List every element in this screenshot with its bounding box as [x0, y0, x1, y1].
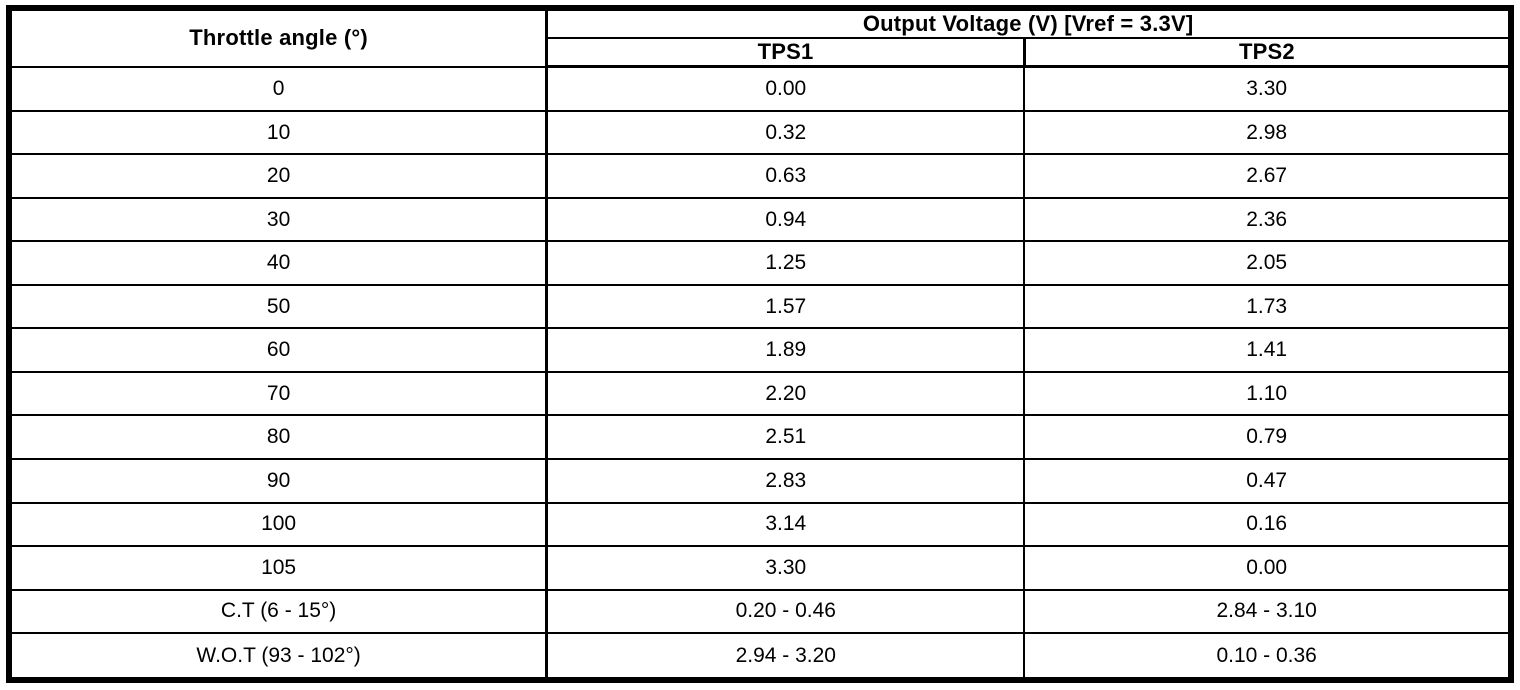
output-voltage-header: Output Voltage (V) [Vref = 3.3V]: [545, 7, 1513, 39]
header-row-1: Throttle angle (°) Output Voltage (V) [V…: [8, 7, 1513, 68]
throttle-angle-cell: 20: [8, 153, 549, 199]
throttle-angle-cell: W.O.T (93 - 102°): [8, 632, 549, 681]
table-row-wide-open-throttle: W.O.T (93 - 102°) 2.94 - 3.20 0.10 - 0.3…: [8, 632, 1512, 681]
table-row-closed-throttle: C.T (6 - 15°) 0.20 - 0.46 2.84 - 3.10: [8, 588, 1512, 635]
table-row: 40 1.25 2.05: [8, 240, 1512, 286]
tps1-cell: 3.14: [545, 501, 1026, 548]
tps1-cell: 0.63: [545, 153, 1026, 199]
throttle-angle-cell: 50: [8, 283, 549, 330]
table-row: 100 3.14 0.16: [8, 501, 1512, 548]
table-row: 20 0.63 2.67: [8, 153, 1512, 199]
tps-voltage-table: Throttle angle (°) Output Voltage (V) [V…: [6, 5, 1514, 683]
tps1-cell: 2.94 - 3.20: [545, 632, 1026, 681]
throttle-angle-cell: 100: [8, 501, 549, 548]
tps1-cell: 1.57: [545, 283, 1026, 330]
tps1-cell: 0.94: [545, 196, 1026, 243]
tps1-header: TPS1: [545, 37, 1026, 68]
tps1-cell: 0.00: [545, 65, 1026, 112]
table-row: 60 1.89 1.41: [8, 327, 1512, 373]
tps1-cell: 3.30: [545, 545, 1026, 591]
tps1-cell: 2.83: [545, 457, 1026, 504]
table-row: 50 1.57 1.73: [8, 283, 1512, 330]
header-row-2: TPS1 TPS2: [9, 37, 1512, 68]
table-row: 10 0.32 2.98: [8, 109, 1512, 156]
tps1-cell: 2.51: [545, 414, 1026, 460]
tps2-cell: 1.73: [1023, 283, 1512, 330]
table-row: 30 0.94 2.36: [8, 196, 1512, 243]
tps1-cell: 1.89: [545, 327, 1026, 373]
tps2-cell: 1.41: [1023, 327, 1512, 373]
throttle-angle-cell: 10: [8, 109, 549, 156]
tps2-cell: 2.05: [1023, 240, 1512, 286]
tps2-cell: 0.00: [1023, 545, 1512, 591]
tps2-cell: 2.98: [1023, 109, 1512, 156]
throttle-angle-cell: 40: [8, 240, 549, 286]
tps2-cell: 1.10: [1023, 370, 1512, 417]
throttle-angle-cell: 105: [8, 545, 549, 591]
tps1-cell: 2.20: [545, 370, 1026, 417]
table-row: 80 2.51 0.79: [8, 414, 1512, 460]
table-row: 0 0.00 3.30: [8, 65, 1512, 112]
tps1-cell: 0.20 - 0.46: [545, 588, 1026, 635]
table-row: 105 3.30 0.00: [8, 545, 1512, 591]
throttle-angle-cell: 30: [8, 196, 549, 243]
tps2-cell: 0.47: [1023, 457, 1512, 504]
tps2-cell: 2.84 - 3.10: [1023, 588, 1512, 635]
tps2-header: TPS2: [1023, 37, 1512, 68]
tps1-cell: 1.25: [545, 240, 1026, 286]
tps2-cell: 2.67: [1023, 153, 1512, 199]
tps2-cell: 0.16: [1023, 501, 1512, 548]
throttle-angle-cell: 60: [8, 327, 549, 373]
throttle-angle-cell: C.T (6 - 15°): [8, 588, 549, 635]
throttle-angle-cell: 70: [8, 370, 549, 417]
throttle-angle-cell: 90: [8, 457, 549, 504]
tps2-cell: 2.36: [1023, 196, 1512, 243]
throttle-angle-cell: 0: [8, 65, 549, 112]
throttle-angle-cell: 80: [8, 414, 549, 460]
tps2-cell: 3.30: [1023, 65, 1512, 112]
table-row: 70 2.20 1.10: [8, 370, 1512, 417]
tps2-cell: 0.10 - 0.36: [1023, 632, 1512, 681]
tps2-cell: 0.79: [1023, 414, 1512, 460]
throttle-angle-header: Throttle angle (°): [8, 7, 549, 68]
tps1-cell: 0.32: [545, 109, 1026, 156]
table-row: 90 2.83 0.47: [8, 457, 1512, 504]
